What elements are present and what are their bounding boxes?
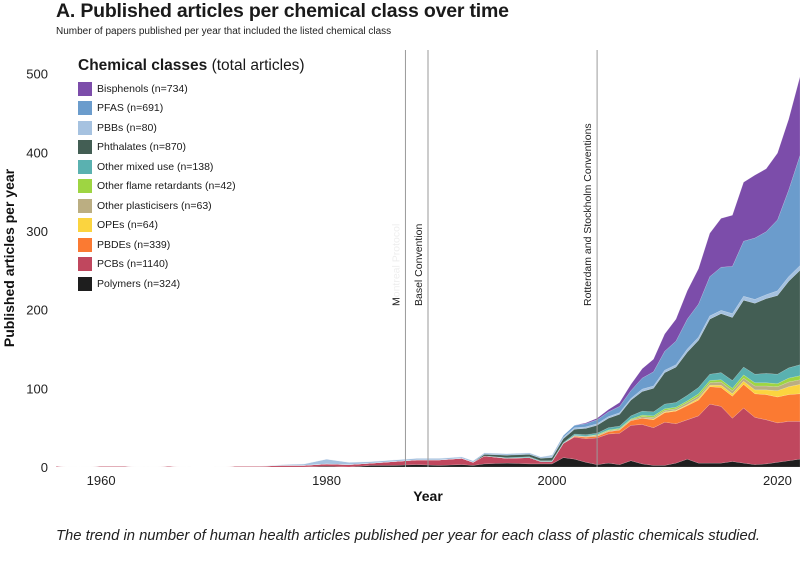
legend-swatch <box>78 140 92 155</box>
legend-swatch <box>78 101 92 116</box>
x-tick-label: 1960 <box>87 473 116 488</box>
legend-swatch <box>78 81 92 96</box>
y-tick-label: 200 <box>26 303 48 318</box>
y-tick-label: 300 <box>26 224 48 239</box>
legend-label: Other mixed use (n=138) <box>97 160 214 173</box>
x-axis-label: Year <box>413 488 443 504</box>
legend-item: Phthalates (n=870) <box>78 138 404 158</box>
x-tick-label: 2000 <box>538 473 567 488</box>
legend-swatch <box>78 120 92 135</box>
legend-swatch <box>78 257 92 272</box>
event-label-basel-convention: Basel Convention <box>413 224 425 306</box>
legend: Chemical classes (total articles) Bisphe… <box>74 52 404 297</box>
legend-swatch <box>78 198 92 213</box>
legend-item: Bisphenols (n=734) <box>78 79 404 99</box>
legend-label: Phthalates (n=870) <box>97 141 187 154</box>
legend-item: OPEs (n=64) <box>78 216 404 236</box>
legend-item: Other flame retardants (n=42) <box>78 177 404 197</box>
x-tick-label: 2020 <box>763 473 792 488</box>
y-tick-label: 100 <box>26 381 48 396</box>
legend-swatch <box>78 237 92 252</box>
legend-items: Bisphenols (n=734) PFAS (n=691) PBBs (n=80… <box>74 79 404 294</box>
legend-swatch <box>78 179 92 194</box>
legend-label: Bisphenols (n=734) <box>97 82 188 95</box>
legend-item: Other mixed use (n=138) <box>78 157 404 177</box>
figure-caption: The trend in number of human health arti… <box>56 528 761 544</box>
legend-swatch <box>78 218 92 233</box>
legend-label: PBBs (n=80) <box>97 121 157 134</box>
stacked-area-chart: Montreal ProtocolBasel ConventionRotterd… <box>1 50 800 504</box>
y-axis-label: Published articles per year <box>1 168 17 347</box>
legend-label: PFAS (n=691) <box>97 102 164 115</box>
legend-item: Polymers (n=324) <box>78 274 404 294</box>
legend-item: Other plasticisers (n=63) <box>78 196 404 216</box>
legend-label: Other plasticisers (n=63) <box>97 199 212 212</box>
legend-swatch <box>78 159 92 174</box>
event-label-rotterdam-and-stockholm-conventions: Rotterdam and Stockholm Conventions <box>582 123 594 306</box>
chart-title: A. Published articles per chemical class… <box>56 0 509 22</box>
y-tick-label: 0 <box>41 460 48 475</box>
x-tick-label: 1980 <box>312 473 341 488</box>
y-tick-label: 500 <box>26 67 48 82</box>
legend-title: Chemical classes (total articles) <box>78 57 305 74</box>
legend-label: Polymers (n=324) <box>97 277 181 290</box>
legend-label: Other flame retardants (n=42) <box>97 180 236 193</box>
legend-item: PCBs (n=1140) <box>78 255 404 275</box>
legend-item: PBDEs (n=339) <box>78 235 404 255</box>
legend-label: PBDEs (n=339) <box>97 238 171 251</box>
legend-label: OPEs (n=64) <box>97 219 158 232</box>
chart-subtitle: Number of papers published per year that… <box>56 26 392 37</box>
legend-item: PFAS (n=691) <box>78 99 404 119</box>
legend-label: PCBs (n=1140) <box>97 258 169 271</box>
legend-item: PBBs (n=80) <box>78 118 404 138</box>
legend-swatch <box>78 276 92 291</box>
y-tick-label: 400 <box>26 145 48 160</box>
